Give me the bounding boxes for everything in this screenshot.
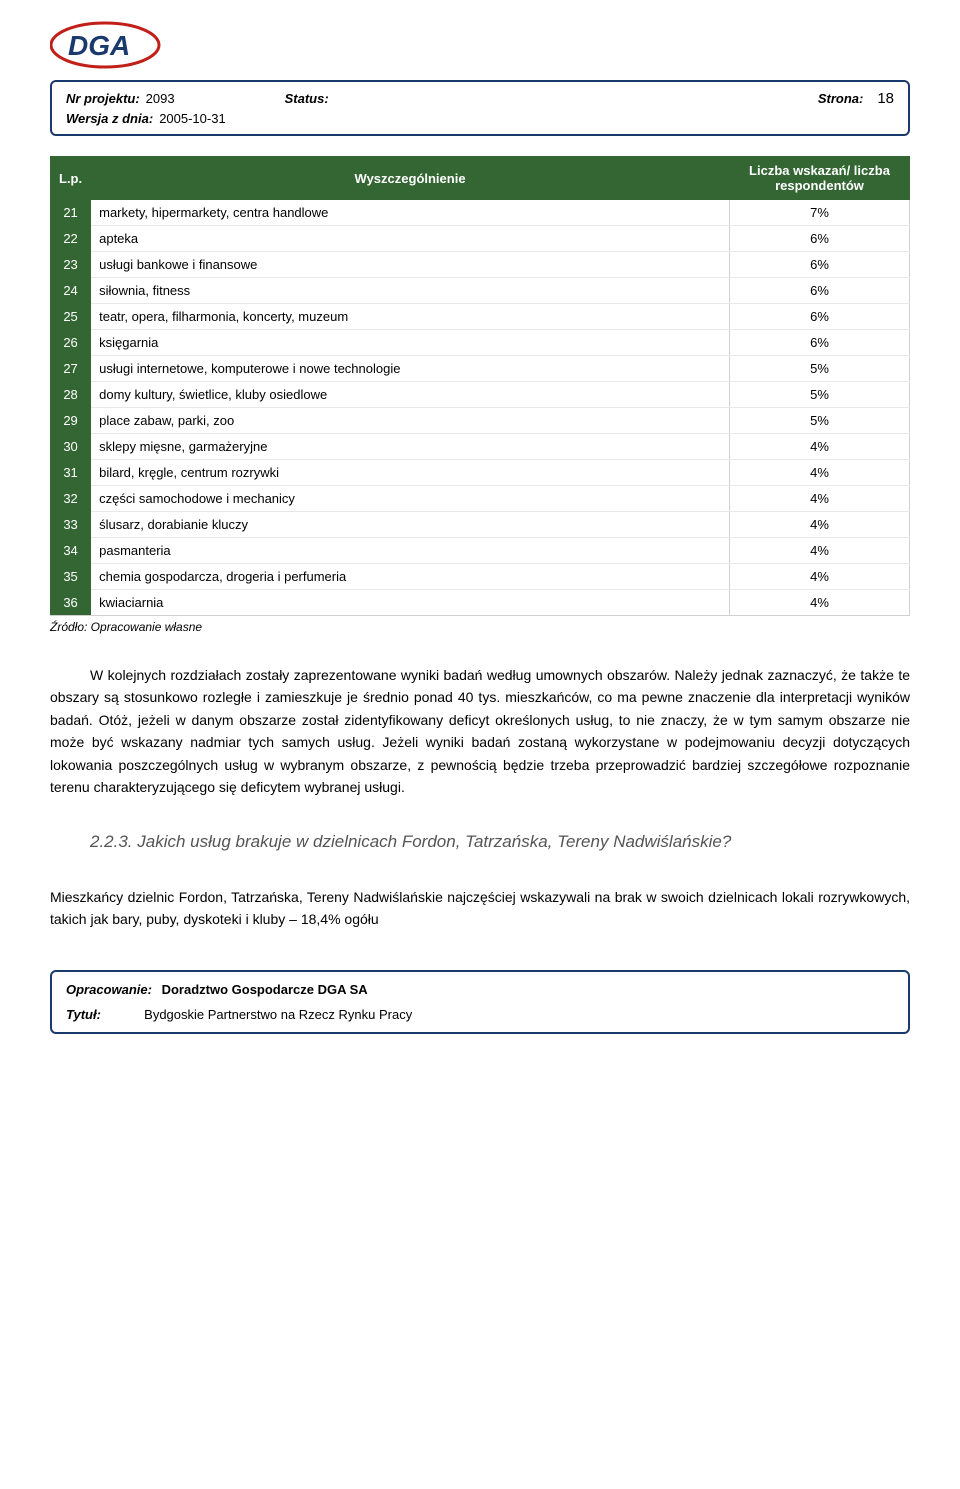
cell-value: 4%: [730, 590, 910, 616]
cell-lp: 25: [51, 304, 91, 330]
cell-lp: 32: [51, 486, 91, 512]
cell-lp: 27: [51, 356, 91, 382]
value-project-no: 2093: [146, 91, 175, 106]
label-version-date: Wersja z dnia:: [66, 111, 153, 126]
cell-value: 6%: [730, 252, 910, 278]
cell-name: chemia gospodarcza, drogeria i perfumeri…: [91, 564, 730, 590]
services-table: L.p. Wyszczególnienie Liczba wskazań/ li…: [50, 156, 910, 616]
cell-lp: 31: [51, 460, 91, 486]
logo: DGA: [50, 20, 910, 70]
cell-value: 5%: [730, 382, 910, 408]
cell-name: markety, hipermarkety, centra handlowe: [91, 200, 730, 226]
label-project-no: Nr projektu:: [66, 91, 140, 106]
cell-lp: 23: [51, 252, 91, 278]
th-lp: L.p.: [51, 157, 91, 200]
cell-value: 4%: [730, 460, 910, 486]
cell-lp: 34: [51, 538, 91, 564]
cell-lp: 33: [51, 512, 91, 538]
label-status: Status:: [285, 91, 329, 106]
table-row: 23usługi bankowe i finansowe6%: [51, 252, 910, 278]
cell-lp: 24: [51, 278, 91, 304]
th-value: Liczba wskazań/ liczba respondentów: [730, 157, 910, 200]
cell-value: 5%: [730, 356, 910, 382]
table-row: 26księgarnia6%: [51, 330, 910, 356]
cell-name: teatr, opera, filharmonia, koncerty, muz…: [91, 304, 730, 330]
cell-name: sklepy mięsne, garmażeryjne: [91, 434, 730, 460]
label-tytul: Tytuł:: [66, 1007, 101, 1022]
cell-name: ślusarz, dorabianie kluczy: [91, 512, 730, 538]
table-row: 22apteka6%: [51, 226, 910, 252]
value-version-date: 2005-10-31: [159, 111, 226, 126]
cell-lp: 35: [51, 564, 91, 590]
table-row: 36kwiaciarnia4%: [51, 590, 910, 616]
cell-name: usługi bankowe i finansowe: [91, 252, 730, 278]
table-row: 27usługi internetowe, komputerowe i nowe…: [51, 356, 910, 382]
value-opracowanie: Doradztwo Gospodarcze DGA SA: [162, 982, 368, 997]
value-page-no: 18: [877, 90, 894, 107]
table-row: 28domy kultury, świetlice, kluby osiedlo…: [51, 382, 910, 408]
paragraph-2-text: Mieszkańcy dzielnic Fordon, Tatrzańska, …: [50, 889, 910, 927]
cell-name: place zabaw, parki, zoo: [91, 408, 730, 434]
cell-name: części samochodowe i mechanicy: [91, 486, 730, 512]
cell-name: pasmanteria: [91, 538, 730, 564]
cell-lp: 36: [51, 590, 91, 616]
paragraph-2: Mieszkańcy dzielnic Fordon, Tatrzańska, …: [50, 886, 910, 931]
cell-lp: 26: [51, 330, 91, 356]
table-row: 35chemia gospodarcza, drogeria i perfume…: [51, 564, 910, 590]
paragraph-1-text: W kolejnych rozdziałach zostały zaprezen…: [50, 667, 910, 795]
svg-text:DGA: DGA: [68, 30, 130, 61]
cell-value: 4%: [730, 564, 910, 590]
section-heading: 2.2.3. Jakich usług brakuje w dzielnicac…: [90, 828, 910, 855]
source-note: Źródło: Opracowanie własne: [50, 620, 910, 634]
value-tytul: Bydgoskie Partnerstwo na Rzecz Rynku Pra…: [144, 1007, 412, 1022]
cell-name: usługi internetowe, komputerowe i nowe t…: [91, 356, 730, 382]
cell-name: kwiaciarnia: [91, 590, 730, 616]
table-row: 24siłownia, fitness6%: [51, 278, 910, 304]
cell-lp: 21: [51, 200, 91, 226]
cell-value: 7%: [730, 200, 910, 226]
table-row: 33ślusarz, dorabianie kluczy4%: [51, 512, 910, 538]
table-row: 29place zabaw, parki, zoo5%: [51, 408, 910, 434]
header-meta-box: Nr projektu: 2093 Status: Strona: 18 Wer…: [50, 80, 910, 136]
cell-value: 5%: [730, 408, 910, 434]
cell-value: 6%: [730, 304, 910, 330]
cell-value: 4%: [730, 512, 910, 538]
table-row: 25teatr, opera, filharmonia, koncerty, m…: [51, 304, 910, 330]
cell-name: siłownia, fitness: [91, 278, 730, 304]
footer-box: Opracowanie: Doradztwo Gospodarcze DGA S…: [50, 970, 910, 1034]
table-row: 34pasmanteria4%: [51, 538, 910, 564]
cell-name: apteka: [91, 226, 730, 252]
cell-value: 4%: [730, 538, 910, 564]
label-opracowanie: Opracowanie:: [66, 982, 152, 997]
cell-name: bilard, kręgle, centrum rozrywki: [91, 460, 730, 486]
cell-value: 6%: [730, 226, 910, 252]
cell-lp: 22: [51, 226, 91, 252]
cell-value: 4%: [730, 486, 910, 512]
table-row: 21markety, hipermarkety, centra handlowe…: [51, 200, 910, 226]
cell-lp: 29: [51, 408, 91, 434]
dga-logo-svg: DGA: [50, 20, 190, 70]
cell-lp: 28: [51, 382, 91, 408]
cell-value: 6%: [730, 330, 910, 356]
cell-lp: 30: [51, 434, 91, 460]
cell-value: 4%: [730, 434, 910, 460]
label-page: Strona:: [818, 91, 864, 106]
th-name: Wyszczególnienie: [91, 157, 730, 200]
cell-name: domy kultury, świetlice, kluby osiedlowe: [91, 382, 730, 408]
table-row: 32części samochodowe i mechanicy4%: [51, 486, 910, 512]
cell-name: księgarnia: [91, 330, 730, 356]
cell-value: 6%: [730, 278, 910, 304]
table-row: 31bilard, kręgle, centrum rozrywki4%: [51, 460, 910, 486]
table-row: 30sklepy mięsne, garmażeryjne4%: [51, 434, 910, 460]
paragraph-1: W kolejnych rozdziałach zostały zaprezen…: [50, 664, 910, 798]
